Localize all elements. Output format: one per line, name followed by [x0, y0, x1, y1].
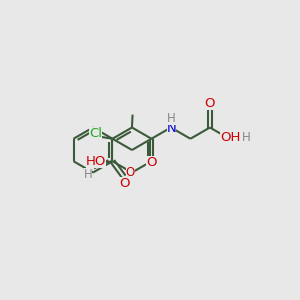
Text: OH: OH [220, 131, 240, 144]
Text: H: H [167, 112, 176, 125]
Text: HO: HO [86, 155, 106, 168]
Text: H: H [242, 131, 250, 144]
Text: O: O [119, 177, 130, 190]
Text: Cl: Cl [89, 127, 102, 140]
Text: O: O [146, 156, 157, 169]
Text: O: O [205, 97, 215, 110]
Text: H: H [83, 168, 92, 181]
Text: O: O [126, 166, 135, 179]
Text: N: N [167, 122, 176, 135]
